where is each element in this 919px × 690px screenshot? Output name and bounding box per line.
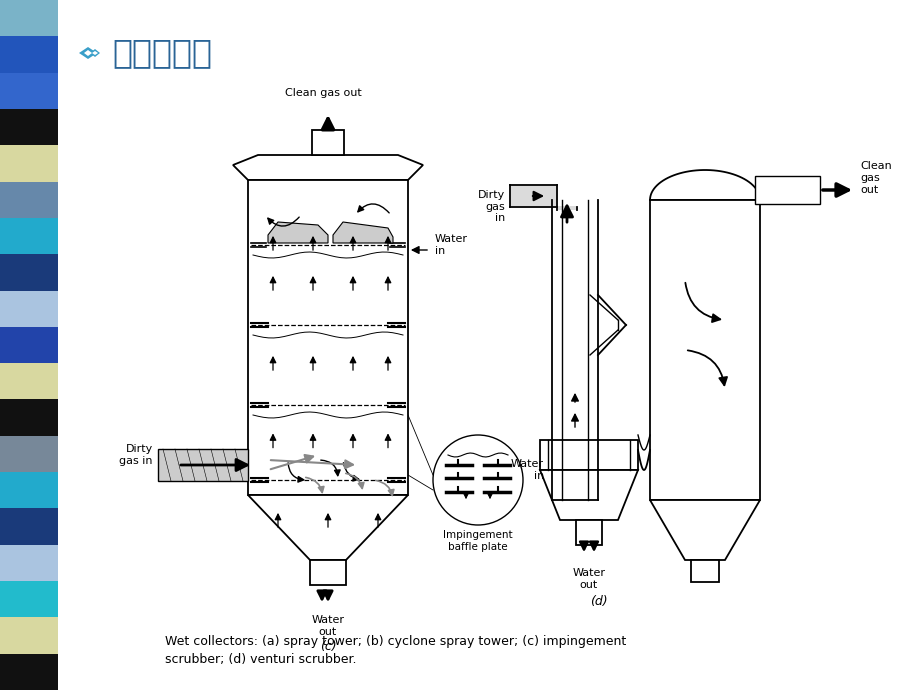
Bar xyxy=(0,72,58,109)
Text: Dirty
gas
in: Dirty gas in xyxy=(477,190,505,223)
Bar xyxy=(0,436,58,472)
Polygon shape xyxy=(333,222,392,243)
Bar xyxy=(0,254,58,290)
Bar xyxy=(0,327,58,363)
Bar xyxy=(0,290,58,327)
Polygon shape xyxy=(90,49,100,57)
Bar xyxy=(0,472,58,509)
Bar xyxy=(539,440,637,470)
Polygon shape xyxy=(233,155,423,180)
Text: Impingement
baffle plate: Impingement baffle plate xyxy=(443,530,512,551)
Polygon shape xyxy=(267,222,328,243)
Text: (c): (c) xyxy=(319,640,336,653)
Text: Water
out: Water out xyxy=(572,568,605,589)
Bar xyxy=(754,176,819,204)
Bar xyxy=(158,449,248,481)
Text: (d): (d) xyxy=(590,595,607,608)
Bar xyxy=(575,520,601,545)
Polygon shape xyxy=(650,500,759,560)
Polygon shape xyxy=(510,186,575,210)
Bar xyxy=(248,180,407,495)
Polygon shape xyxy=(248,495,407,560)
Bar xyxy=(0,363,58,400)
Text: 湿式除尘器: 湿式除尘器 xyxy=(112,37,211,70)
Text: Wet collectors: (a) spray tower; (b) cyclone spray tower; (c) impingement
scrubb: Wet collectors: (a) spray tower; (b) cyc… xyxy=(165,635,626,666)
Bar xyxy=(310,560,346,585)
Text: Water
in: Water in xyxy=(510,460,543,481)
Text: Water
in: Water in xyxy=(435,234,468,256)
Circle shape xyxy=(433,435,522,525)
Bar xyxy=(0,618,58,653)
Bar xyxy=(0,544,58,581)
Bar xyxy=(650,200,759,500)
Polygon shape xyxy=(92,51,98,55)
Bar xyxy=(0,0,58,37)
Bar xyxy=(0,581,58,618)
Bar xyxy=(0,181,58,218)
Bar xyxy=(0,509,58,544)
Bar xyxy=(0,37,58,72)
Text: Water
out: Water out xyxy=(312,615,344,637)
Bar xyxy=(0,400,58,436)
Polygon shape xyxy=(539,470,637,520)
Bar xyxy=(312,130,344,155)
Bar xyxy=(0,653,58,690)
Bar xyxy=(0,146,58,181)
Bar xyxy=(0,109,58,146)
Polygon shape xyxy=(84,50,92,56)
Bar xyxy=(690,560,719,582)
Polygon shape xyxy=(79,47,96,59)
Bar xyxy=(0,218,58,254)
Text: Clean gas out: Clean gas out xyxy=(284,88,361,98)
Text: Clean
gas
out: Clean gas out xyxy=(859,161,891,195)
Text: Dirty
gas in: Dirty gas in xyxy=(119,444,153,466)
